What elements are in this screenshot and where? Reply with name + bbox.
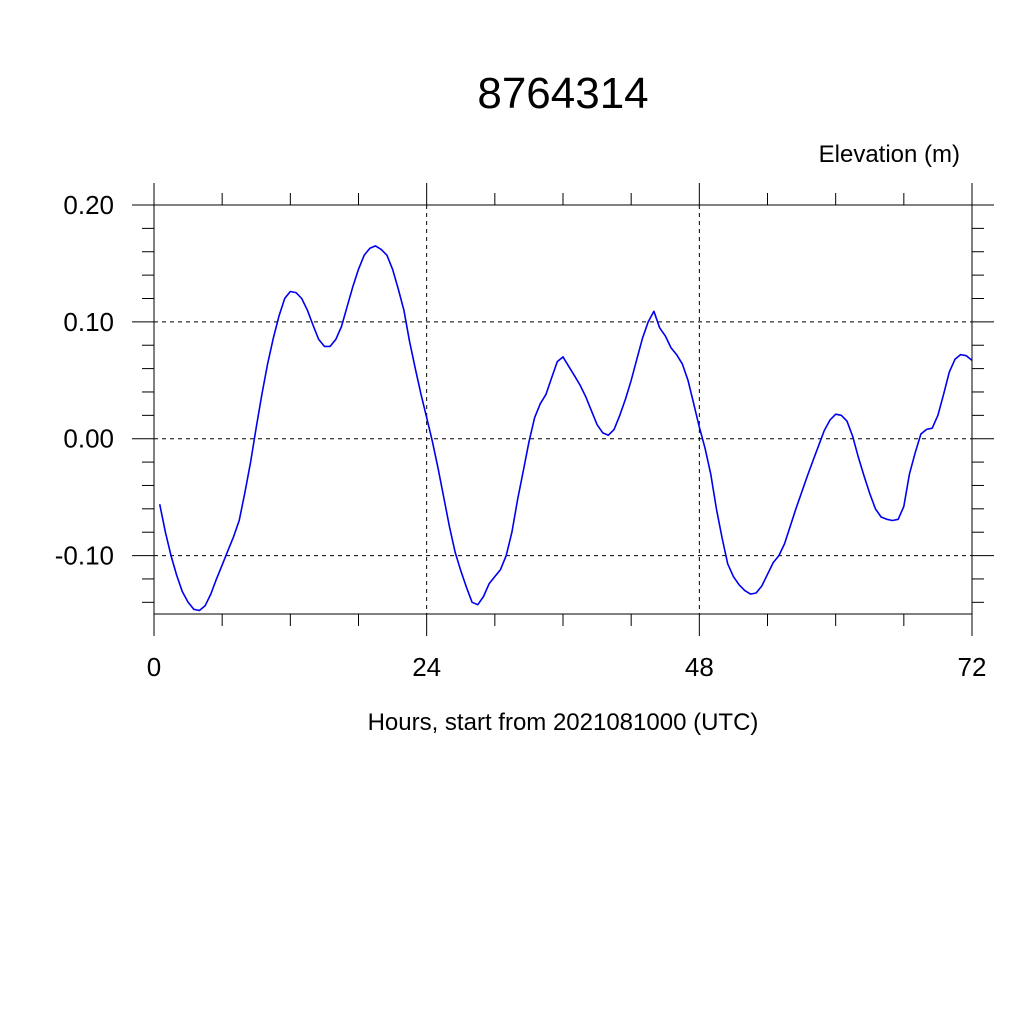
axes-frame (153, 204, 973, 615)
x-tick-label: 72 (958, 652, 987, 682)
grid-lines (154, 204, 972, 614)
minor-ticks (142, 193, 984, 626)
y-axis-label: Elevation (m) (819, 141, 960, 168)
plot-frame (153, 204, 973, 615)
x-tick-label: 24 (412, 652, 441, 682)
tick-labels: 0 24 48 72 -0.10 0.00 0.10 0.20 (55, 190, 987, 682)
series-line-0 (158, 245, 973, 612)
major-ticks (132, 183, 994, 636)
series-layer (158, 245, 973, 612)
chart-title: 8764314 (477, 69, 648, 118)
x-tick-label: 48 (685, 652, 714, 682)
y-tick-label: 0.10 (63, 307, 114, 337)
y-tick-label: 0.00 (63, 424, 114, 454)
y-tick-label: 0.20 (63, 190, 114, 220)
x-tick-label: 0 (147, 652, 161, 682)
x-axis-label: Hours, start from 2021081000 (UTC) (368, 709, 759, 736)
y-tick-label: -0.10 (55, 541, 114, 571)
